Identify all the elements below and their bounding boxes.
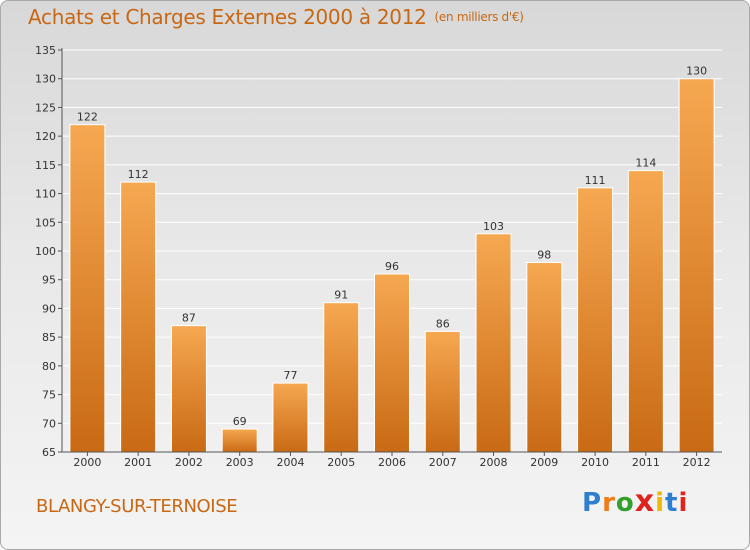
logo-letter: P	[582, 488, 603, 518]
axes	[58, 48, 722, 456]
y-tick-label: 75	[42, 389, 56, 402]
bar-2010	[577, 187, 614, 453]
x-tick-label-2006: 2006	[378, 456, 406, 469]
bar-2004	[272, 382, 309, 453]
location-name: BLANGY-SUR-TERNOISE	[36, 496, 238, 517]
data-label-2002: 87	[182, 312, 196, 325]
bar-2005	[323, 302, 360, 453]
x-tick-label-2009: 2009	[530, 456, 558, 469]
x-tick-label-2000: 2000	[73, 456, 101, 469]
y-tick-label: 125	[35, 101, 56, 114]
y-tick-label: 95	[42, 274, 56, 287]
logo-letter: i	[678, 488, 689, 518]
x-tick-label-2012: 2012	[683, 456, 711, 469]
data-label-2011: 114	[635, 157, 656, 170]
x-tick-label-2004: 2004	[276, 456, 304, 469]
y-tick-label: 115	[35, 159, 56, 172]
data-label-2010: 111	[585, 174, 606, 187]
logo-letter: t	[665, 488, 679, 518]
logo-letter: r	[602, 488, 616, 518]
chart-title-text: Achats et Charges Externes 2000 à 2012	[28, 5, 427, 29]
x-tick-label-2010: 2010	[581, 456, 609, 469]
y-tick-label: 100	[35, 245, 56, 258]
labels: 65 70 75 80 85 90 95 100 105 110 115 120 125 130 135 12…	[35, 44, 711, 469]
logo-letter: o	[615, 488, 635, 518]
data-label-2007: 86	[436, 317, 450, 330]
bar-2000	[69, 124, 106, 453]
y-tick-label: 85	[42, 331, 56, 344]
bars	[69, 78, 715, 453]
x-tick-label-2008: 2008	[480, 456, 508, 469]
unit-label: (en milliers d'€)	[434, 10, 524, 24]
bar-2009	[526, 261, 563, 453]
bar-2002	[170, 325, 207, 453]
logo-letter: x	[634, 484, 656, 519]
data-label-2005: 91	[334, 289, 348, 302]
bar-2012	[678, 78, 715, 453]
x-tick-label-2007: 2007	[429, 456, 457, 469]
x-tick-label-2005: 2005	[327, 456, 355, 469]
data-label-2009: 98	[537, 248, 551, 261]
data-label-2012: 130	[686, 65, 707, 78]
bar-2011	[627, 170, 664, 453]
proxiti-logo: Proxiti	[582, 484, 689, 519]
y-tick-label: 105	[35, 216, 56, 229]
y-tick-label: 130	[35, 73, 56, 86]
bar-2008	[475, 233, 512, 453]
y-tick-label: 110	[35, 188, 56, 201]
data-label-2003: 69	[233, 415, 247, 428]
data-label-2004: 77	[283, 369, 297, 382]
y-tick-label: 70	[42, 417, 56, 430]
bar-2006	[374, 273, 410, 453]
logo-letter: i	[655, 488, 666, 518]
y-tick-label: 65	[42, 446, 56, 459]
data-label-2000: 122	[77, 111, 98, 124]
x-tick-label-2002: 2002	[175, 456, 203, 469]
x-tick-label-2001: 2001	[124, 456, 152, 469]
data-label-2006: 96	[385, 260, 399, 273]
bar-2007	[424, 330, 461, 453]
data-label-2008: 103	[483, 220, 504, 233]
data-label-2001: 112	[128, 168, 149, 181]
y-tick-label: 135	[35, 44, 56, 57]
x-tick-label-2011: 2011	[632, 456, 660, 469]
bar-2003	[221, 428, 258, 453]
x-tick-label-2003: 2003	[226, 456, 254, 469]
chart-title: Achats et Charges Externes 2000 à 2012 (e…	[28, 5, 524, 29]
y-tick-label: 90	[42, 302, 56, 315]
y-tick-label: 120	[35, 130, 56, 143]
y-tick-label: 80	[42, 360, 56, 373]
bar-2001	[120, 181, 157, 453]
